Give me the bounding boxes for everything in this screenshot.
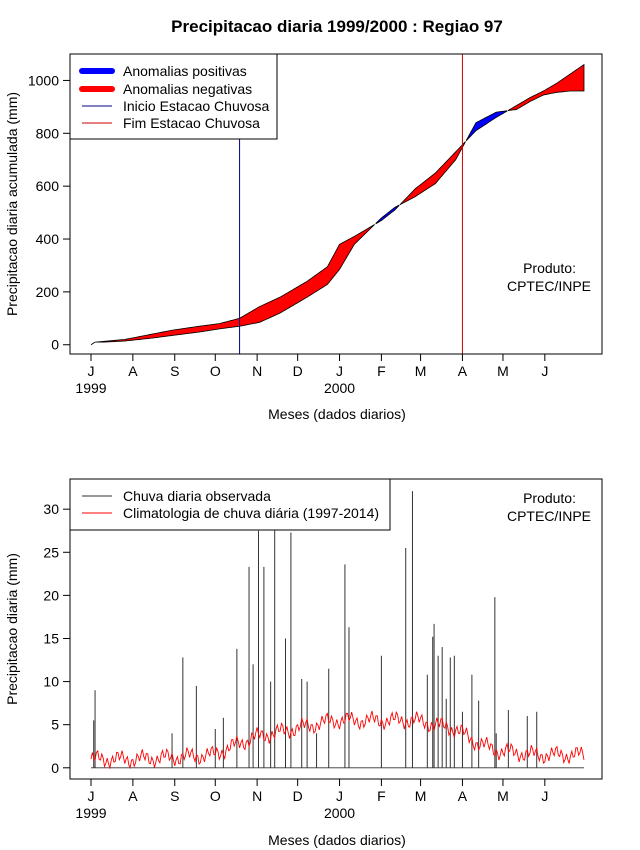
x-tick-label: F (377, 363, 386, 379)
x-tick-label: J (541, 363, 548, 379)
x-tick-label-2: O (210, 788, 221, 804)
negative-anomaly-area (90, 224, 375, 346)
y-tick-label-2: 25 (43, 544, 59, 560)
product-label: Produto: (523, 260, 576, 276)
y-axis-2: 0 5 10 15 20 25 30 (43, 501, 70, 776)
x-axis-label-2: Meses (dados diarios) (268, 832, 406, 848)
y-tick-label: 800 (36, 125, 60, 141)
x-tick-label: J (336, 363, 343, 379)
x-tick-label-2: J (336, 788, 343, 804)
year-label-2: 2000 (324, 805, 355, 821)
x-tick-label-2: A (458, 788, 468, 804)
x-axis-label: Meses (dados diarios) (268, 406, 406, 422)
legend-label-end: Fim Estacao Chuvosa (123, 115, 260, 131)
x-tick-label: O (210, 363, 221, 379)
x-tick-label: M (415, 363, 427, 379)
y-tick-label-2: 15 (43, 630, 59, 646)
y-axis-label-2: Precipitacao diaria (mm) (4, 553, 20, 705)
legend-label-negative: Anomalias negativas (123, 81, 252, 97)
year-label: 1999 (75, 380, 106, 396)
positive-anomaly-area (375, 204, 400, 225)
legend-label-onset: Inicio Estacao Chuvosa (123, 98, 270, 114)
y-axis: 0 200 400 600 800 1000 (28, 72, 70, 353)
x-tick-label: M (497, 363, 509, 379)
year-label: 2000 (324, 380, 355, 396)
legend-label-climatology: Climatologia de chuva diária (1997-2014) (123, 505, 379, 521)
climatology-line (90, 710, 585, 770)
x-tick-label: N (252, 363, 262, 379)
y-tick-label-2: 30 (43, 501, 59, 517)
y-tick-label-2: 10 (43, 674, 59, 690)
y-tick-label: 200 (36, 284, 60, 300)
x-tick-label: S (170, 363, 179, 379)
y-tick-label: 400 (36, 231, 60, 247)
positive-anomaly-area (466, 110, 508, 142)
chart-title: Precipitacao diaria 1999/2000 : Regiao 9… (171, 17, 503, 36)
y-tick-label-2: 20 (43, 587, 59, 603)
product-label-2: Produto: (523, 490, 576, 506)
x-tick-label-2: M (497, 788, 509, 804)
climatology-series (90, 710, 585, 770)
x-tick-label: J (88, 363, 95, 379)
year-label-2: 1999 (75, 805, 106, 821)
daily-bars (91, 491, 584, 769)
y-axis-label: Precipitacao diaria acumulada (mm) (4, 92, 20, 316)
negative-anomaly-area (399, 140, 466, 206)
product-source-2: CPTEC/INPE (507, 508, 591, 524)
anomaly-area (90, 63, 585, 346)
legend: Anomalias positivas Anomalias negativas … (69, 53, 278, 140)
y-tick-label: 600 (36, 178, 60, 194)
x-tick-label-2: F (377, 788, 386, 804)
x-tick-label-2: M (415, 788, 427, 804)
x-tick-label: A (458, 363, 468, 379)
x-tick-label-2: D (293, 788, 303, 804)
x-tick-label: D (293, 363, 303, 379)
legend-box-2 (69, 478, 391, 531)
product-source: CPTEC/INPE (507, 278, 591, 294)
x-tick-label: A (128, 363, 138, 379)
legend-2: Chuva diaria observada Climatologia de c… (69, 478, 391, 531)
x-tick-label-2: J (541, 788, 548, 804)
y-tick-label: 0 (51, 337, 59, 353)
x-tick-label-2: N (252, 788, 262, 804)
legend-label-positive: Anomalias positivas (123, 63, 247, 79)
x-tick-label-2: S (170, 788, 179, 804)
x-tick-label-2: J (88, 788, 95, 804)
y-tick-label-2: 0 (51, 760, 59, 776)
x-tick-label-2: A (128, 788, 138, 804)
y-tick-label: 1000 (28, 72, 59, 88)
y-tick-label-2: 5 (51, 717, 59, 733)
negative-anomaly-area (507, 63, 585, 112)
legend-label-observed: Chuva diaria observada (123, 488, 271, 504)
